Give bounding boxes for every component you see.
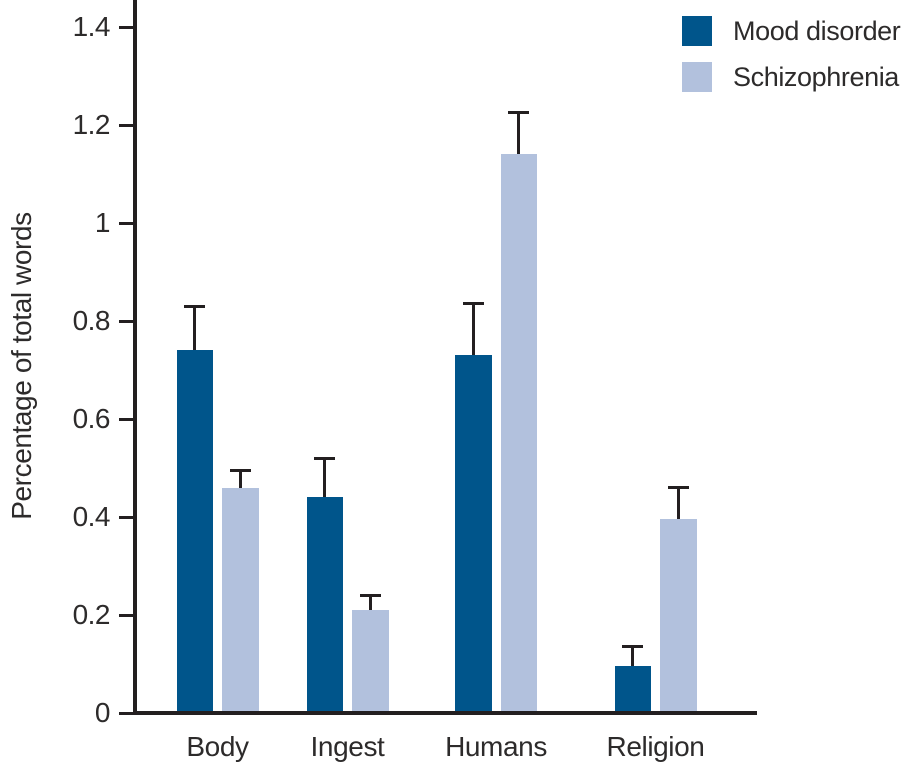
error-stem-mood-disorder-religion (631, 646, 635, 667)
error-cap-schizophrenia-ingest (359, 593, 381, 597)
y-axis-line (133, 0, 137, 715)
y-tick-label-1-4: 1.4 (72, 11, 111, 42)
y-tick-0-6 (119, 417, 133, 421)
y-tick-0-8 (119, 319, 133, 323)
error-cap-mood-disorder-body (184, 304, 206, 308)
y-tick-label-0-4: 0.4 (72, 501, 111, 532)
error-cap-mood-disorder-religion (622, 645, 644, 649)
legend-swatch-mood-disorder (682, 16, 712, 46)
error-stem-schizophrenia-religion (676, 487, 680, 520)
y-tick-0-4 (119, 515, 133, 519)
error-cap-schizophrenia-body (229, 468, 251, 472)
y-tick-label-0-2: 0.2 (72, 599, 111, 630)
error-stem-mood-disorder-ingest (323, 458, 327, 498)
error-cap-schizophrenia-humans (508, 111, 530, 115)
error-stem-mood-disorder-body (193, 306, 197, 351)
y-tick-0 (119, 711, 133, 715)
x-axis-label-ingest: Ingest (310, 731, 385, 762)
y-tick-label-0-6: 0.6 (72, 403, 111, 434)
legend-swatch-schizophrenia (682, 62, 712, 92)
y-tick-label-0-8: 0.8 (72, 305, 111, 336)
error-stem-schizophrenia-ingest (368, 595, 372, 611)
y-tick-label-1-2: 1.2 (72, 109, 111, 140)
bar-mood-disorder-body (176, 350, 213, 713)
y-tick-1 (119, 221, 133, 225)
bar-schizophrenia-religion (660, 519, 697, 713)
x-axis-line (133, 711, 757, 715)
x-axis-label-humans: Humans (445, 731, 547, 762)
error-cap-schizophrenia-religion (667, 486, 689, 490)
legend-label-mood-disorder: Mood disorder (733, 16, 901, 46)
y-tick-label-0: 0 (94, 697, 111, 728)
bar-mood-disorder-humans (455, 355, 492, 713)
error-cap-mood-disorder-humans (462, 302, 484, 306)
y-tick-1-4 (119, 25, 133, 29)
y-tick-0-2 (119, 613, 133, 617)
legend-label-schizophrenia: Schizophrenia (733, 62, 899, 92)
bar-schizophrenia-body (222, 487, 259, 713)
bar-mood-disorder-religion (614, 666, 651, 713)
error-stem-schizophrenia-body (238, 470, 242, 488)
bar-mood-disorder-ingest (306, 497, 343, 713)
error-cap-mood-disorder-ingest (314, 456, 336, 460)
x-axis-label-body: Body (186, 731, 249, 762)
y-tick-1-2 (119, 123, 133, 127)
bar-schizophrenia-humans (500, 154, 537, 713)
error-stem-mood-disorder-humans (471, 303, 475, 356)
y-tick-label-1: 1 (94, 207, 111, 238)
bar-schizophrenia-ingest (352, 610, 389, 713)
x-axis-label-religion: Religion (606, 731, 705, 762)
y-axis-title: Percentage of total words (6, 212, 37, 520)
error-stem-schizophrenia-humans (517, 112, 521, 155)
